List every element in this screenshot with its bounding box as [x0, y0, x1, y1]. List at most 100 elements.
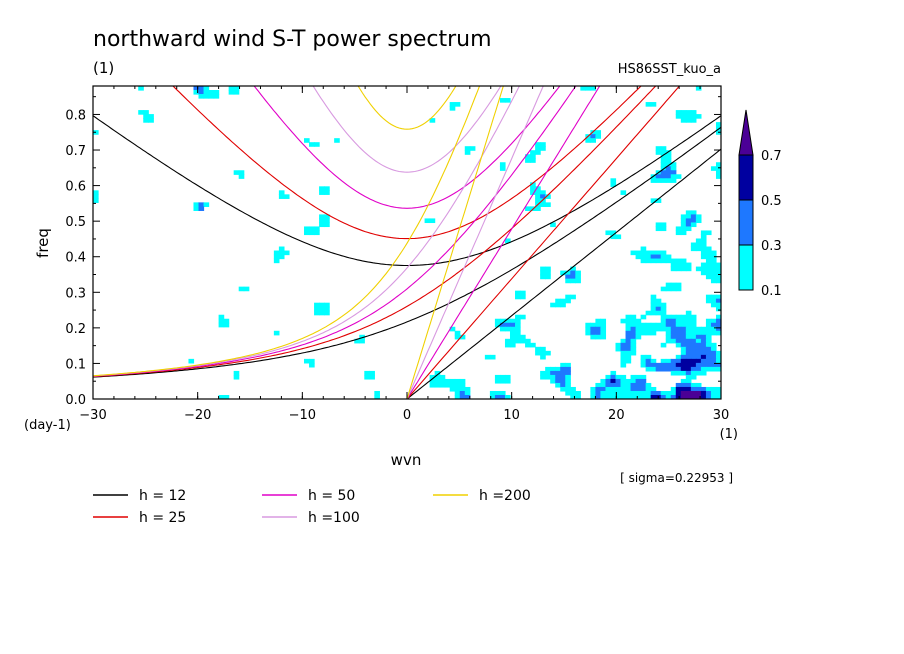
- heatmap-cell: [695, 394, 702, 399]
- heatmap-cell: [560, 298, 566, 304]
- heatmap-cell: [670, 358, 677, 364]
- heatmap-cell: [665, 258, 672, 264]
- heatmap-cell: [690, 318, 697, 324]
- heatmap-cell: [625, 382, 632, 388]
- heatmap-cell: [509, 330, 516, 336]
- heatmap-cell: [675, 330, 682, 336]
- heatmap-cell: [515, 314, 521, 320]
- heatmap-cell: [700, 238, 707, 244]
- heatmap-cell: [600, 334, 607, 340]
- heatmap-cell: [680, 110, 687, 115]
- heatmap-cell: [625, 378, 632, 384]
- heatmap-cell: [665, 174, 672, 179]
- heatmap-cell: [565, 294, 571, 300]
- heatmap-cell: [444, 382, 451, 388]
- heatmap-cell: [710, 330, 717, 336]
- heatmap-cell: [314, 310, 320, 316]
- heatmap-cell: [685, 370, 692, 376]
- heatmap-cell: [630, 374, 637, 380]
- heatmap-cell: [710, 386, 717, 392]
- heatmap-cell: [590, 326, 596, 332]
- heatmap-cell: [590, 86, 596, 91]
- heatmap-cell: [630, 378, 637, 384]
- heatmap-cell: [670, 166, 677, 171]
- heatmap-cell: [650, 330, 657, 336]
- heatmap-cell: [545, 194, 551, 199]
- heatmap-cell: [645, 366, 652, 372]
- heatmap-cell: [645, 386, 652, 392]
- heatmap-cell: [640, 374, 647, 380]
- legend: h = 12 h = 25 h = 50 h =100 h =200: [93, 488, 531, 526]
- heatmap-cell: [645, 330, 652, 336]
- heatmap-cell: [233, 90, 240, 95]
- heatmap-cell: [685, 318, 692, 324]
- heatmap-cell: [570, 274, 576, 280]
- heatmap-cell: [685, 334, 692, 340]
- heatmap-cell: [675, 342, 682, 348]
- heatmap-cell: [429, 218, 436, 224]
- heatmap-cell: [595, 386, 602, 392]
- heatmap-cell: [715, 390, 721, 396]
- heatmap-cell: [509, 322, 516, 328]
- heatmap-cell: [540, 146, 546, 151]
- heatmap-cell: [680, 218, 687, 224]
- heatmap-cell: [489, 354, 496, 360]
- heatmap-cell: [615, 234, 622, 240]
- heatmap-cell: [615, 374, 622, 380]
- heatmap-cell: [640, 394, 647, 399]
- heatmap-cell: [585, 322, 591, 328]
- heatmap-cell: [705, 254, 712, 260]
- heatmap-cell: [690, 214, 697, 220]
- heatmap-cell: [695, 342, 702, 348]
- heatmap-cell: [650, 250, 657, 256]
- heatmap-cell: [645, 102, 652, 107]
- heatmap-cell: [700, 362, 707, 368]
- heatmap-cell: [680, 266, 687, 272]
- heatmap-cell: [324, 222, 330, 228]
- heatmap-cell: [309, 358, 315, 364]
- heatmap-cell: [690, 242, 697, 248]
- heatmap-cell: [665, 322, 672, 328]
- heatmap-cell: [504, 378, 511, 384]
- heatmap-cell: [710, 390, 717, 396]
- heatmap-cell: [324, 302, 330, 308]
- heatmap-cell: [595, 390, 602, 396]
- heatmap-cell: [685, 330, 692, 336]
- heatmap-cell: [188, 358, 195, 364]
- heatmap-cell: [278, 246, 285, 252]
- heatmap-cell: [238, 170, 245, 175]
- heatmap-cell: [525, 338, 531, 344]
- heatmap-cell: [595, 330, 602, 336]
- heatmap-cell: [715, 306, 721, 312]
- heatmap-cell: [595, 394, 602, 399]
- heatmap-cell: [635, 378, 642, 384]
- heatmap-cell: [504, 342, 511, 348]
- heatmap-cell: [605, 374, 612, 380]
- heatmap-cell: [499, 374, 506, 380]
- heatmap-cell: [655, 298, 662, 304]
- heatmap-cell: [655, 310, 662, 316]
- heatmap-cell: [700, 390, 707, 396]
- heatmap-cell: [530, 190, 536, 195]
- heatmap-cell: [715, 314, 721, 320]
- heatmap-cell: [565, 278, 571, 284]
- heatmap-cell: [600, 322, 607, 328]
- heatmap-cell: [625, 342, 632, 348]
- heatmap-cell: [660, 258, 667, 264]
- heatmap-cell: [575, 274, 581, 280]
- heatmap-cell: [655, 222, 662, 228]
- heatmap-cell: [645, 382, 652, 388]
- heatmap-cell: [690, 350, 697, 356]
- y-tick-label: 0.8: [65, 108, 86, 123]
- heatmap-cell: [494, 318, 501, 324]
- heatmap-cell: [705, 338, 712, 344]
- heatmap-cell: [605, 378, 612, 384]
- heatmap-cell: [650, 258, 657, 264]
- colorbar-segment: [738, 154, 754, 201]
- heatmap-cell: [575, 394, 581, 399]
- heatmap-cell: [595, 382, 602, 388]
- heatmap-cell: [715, 262, 721, 268]
- heatmap-cell: [459, 382, 466, 388]
- heatmap-cell: [670, 162, 677, 167]
- heatmap-cell: [660, 342, 667, 348]
